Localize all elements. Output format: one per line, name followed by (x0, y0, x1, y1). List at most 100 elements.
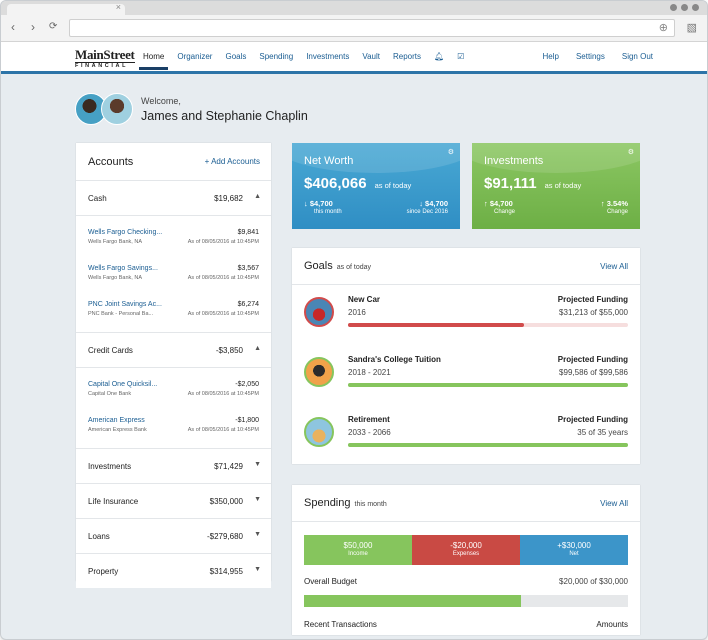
spending-card: Spending this month View All $50,000 Inco… (292, 485, 640, 635)
investments-change-value: $4,700 (489, 199, 513, 208)
account-section-cash[interactable]: Cash $19,682 ▲ (76, 181, 271, 216)
goal-item[interactable]: New Car 2016 Projected Funding $31,213 o… (292, 285, 640, 345)
nav-help[interactable]: Help (542, 52, 559, 61)
chevron-up-icon[interactable]: ▲ (254, 345, 261, 352)
expenses-label: Expenses (452, 551, 480, 557)
section-name: Life Insurance (88, 497, 139, 506)
goal-name: Retirement (348, 415, 390, 424)
investments-change-label: Change (494, 209, 516, 215)
income-value: $50,000 (343, 541, 373, 550)
window-dot-icon[interactable] (681, 4, 688, 11)
account-name[interactable]: PNC Joint Savings Ac... (88, 301, 162, 308)
goal-item[interactable]: Sandra's College Tuition 2018 - 2021 Pro… (292, 345, 640, 405)
account-section-loans[interactable]: Loans -$279,680 ▼ (76, 519, 271, 554)
net-worth-asof: as of today (374, 181, 412, 190)
account-name[interactable]: Capital One Quicksil... (88, 381, 158, 388)
account-section-credit-cards[interactable]: Credit Cards -$3,850 ▲ (76, 333, 271, 368)
account-value: $6,274 (237, 301, 259, 308)
chevron-down-icon[interactable]: ▼ (254, 461, 261, 468)
nav-settings[interactable]: Settings (575, 52, 605, 61)
app-nav: MainStreet FINANCIAL Home Organizer Goal… (1, 42, 707, 74)
nav-vault[interactable]: Vault (362, 52, 380, 61)
browser-tab[interactable]: × (7, 2, 125, 15)
nav-spending[interactable]: Spending (259, 52, 294, 61)
reload-icon[interactable]: ⟳ (49, 21, 58, 32)
spending-view-all-link[interactable]: View All (600, 499, 628, 508)
arrow-up-icon: ↑ (600, 199, 607, 208)
section-value: -$3,850 (215, 346, 243, 355)
section-value: $19,682 (214, 194, 243, 203)
account-item[interactable]: American Express American Express Bank -… (76, 409, 271, 445)
goal-years: 2033 - 2066 (348, 428, 391, 437)
account-section-life-insurance[interactable]: Life Insurance $350,000 ▼ (76, 484, 271, 519)
account-section-property[interactable]: Property $314,955 ▼ (76, 554, 271, 588)
account-item[interactable]: PNC Joint Savings Ac... PNC Bank - Perso… (76, 293, 271, 329)
main-nav: Home Organizer Goals Spending Investment… (138, 42, 477, 71)
amounts-label: Amounts (596, 620, 628, 629)
avatar[interactable] (101, 93, 133, 125)
account-name[interactable]: Wells Fargo Savings... (88, 265, 158, 272)
net-worth-tile[interactable]: Net Worth ⚙ $406,066 as of today ↓ $4,700… (292, 143, 460, 229)
extension-icon[interactable]: ▧ (686, 22, 697, 34)
budget-progress-bar (304, 595, 628, 607)
goal-funding-label: Projected Funding (557, 295, 628, 304)
back-icon[interactable]: ‹ (11, 20, 15, 34)
account-item[interactable]: Wells Fargo Savings... Wells Fargo Bank,… (76, 257, 271, 293)
goal-years: 2018 - 2021 (348, 368, 391, 377)
welcome-greeting: Welcome, (141, 96, 181, 106)
account-section-investments[interactable]: Investments $71,429 ▼ (76, 449, 271, 484)
goal-funding-value: 35 of 35 years (577, 428, 628, 437)
section-value: $314,955 (209, 567, 243, 576)
goal-funding-label: Projected Funding (557, 355, 628, 364)
account-bank: American Express Bank (88, 427, 147, 433)
goal-item[interactable]: Retirement 2033 - 2066 Projected Funding… (292, 405, 640, 465)
goals-subtitle: as of today (336, 264, 371, 271)
account-name[interactable]: Wells Fargo Checking... (88, 229, 163, 236)
goal-funding-value: $99,586 of $99,586 (559, 368, 628, 377)
url-input[interactable]: ⊕ (69, 19, 675, 37)
account-item[interactable]: Capital One Quicksil... Capital One Bank… (76, 373, 271, 409)
chevron-up-icon[interactable]: ▲ (254, 193, 261, 200)
gear-icon[interactable]: ⚙ (627, 149, 634, 156)
account-bank: Capital One Bank (88, 391, 132, 397)
net-segment[interactable]: +$30,000 Net (520, 535, 628, 565)
nav-home[interactable]: Home (138, 52, 169, 70)
close-tab-icon[interactable]: × (115, 2, 121, 12)
window-controls (670, 4, 699, 11)
graduation-icon (304, 357, 334, 387)
chevron-down-icon[interactable]: ▼ (254, 566, 261, 573)
account-item[interactable]: Wells Fargo Checking... Wells Fargo Bank… (76, 221, 271, 257)
nav-goals[interactable]: Goals (225, 52, 247, 61)
goal-progress-fill (348, 323, 525, 327)
nav-organizer[interactable]: Organizer (177, 52, 213, 61)
bell-icon[interactable]: 🔔︎ (433, 52, 445, 61)
chevron-down-icon[interactable]: ▼ (254, 496, 261, 503)
account-name[interactable]: American Express (88, 417, 145, 424)
account-date: As of 08/05/2016 at 10:45PM (187, 311, 259, 317)
goals-view-all-link[interactable]: View All (600, 262, 628, 271)
forward-icon[interactable]: › (31, 20, 35, 34)
window-dot-icon[interactable] (692, 4, 699, 11)
add-accounts-button[interactable]: + Add Accounts (204, 157, 260, 166)
section-name: Investments (88, 462, 132, 471)
gear-icon[interactable]: ⚙ (447, 149, 454, 156)
goal-years: 2016 (348, 308, 366, 317)
goals-card: Goals as of today View All New Car 2016 P… (292, 248, 640, 464)
checkbox-icon[interactable]: ☑ (457, 52, 465, 61)
nav-sign-out[interactable]: Sign Out (621, 52, 653, 61)
nav-investments[interactable]: Investments (306, 52, 350, 61)
logo-wordmark: MainStreet (75, 47, 135, 62)
logo[interactable]: MainStreet FINANCIAL (75, 48, 135, 70)
income-segment[interactable]: $50,000 Income (304, 535, 412, 565)
account-value: $3,567 (237, 265, 259, 272)
arrow-down-icon: ↓ (304, 199, 310, 208)
logo-subtitle: FINANCIAL (75, 62, 135, 70)
expenses-segment[interactable]: -$20,000 Expenses (412, 535, 520, 565)
investments-tile[interactable]: Investments ⚙ $91,111 as of today ↑ $4,70… (472, 143, 640, 229)
goal-progress-fill (348, 443, 628, 447)
chevron-down-icon[interactable]: ▼ (254, 531, 261, 538)
window-dot-icon[interactable] (670, 4, 677, 11)
investments-percent-label: Change (606, 209, 628, 215)
nav-reports[interactable]: Reports (392, 52, 421, 61)
